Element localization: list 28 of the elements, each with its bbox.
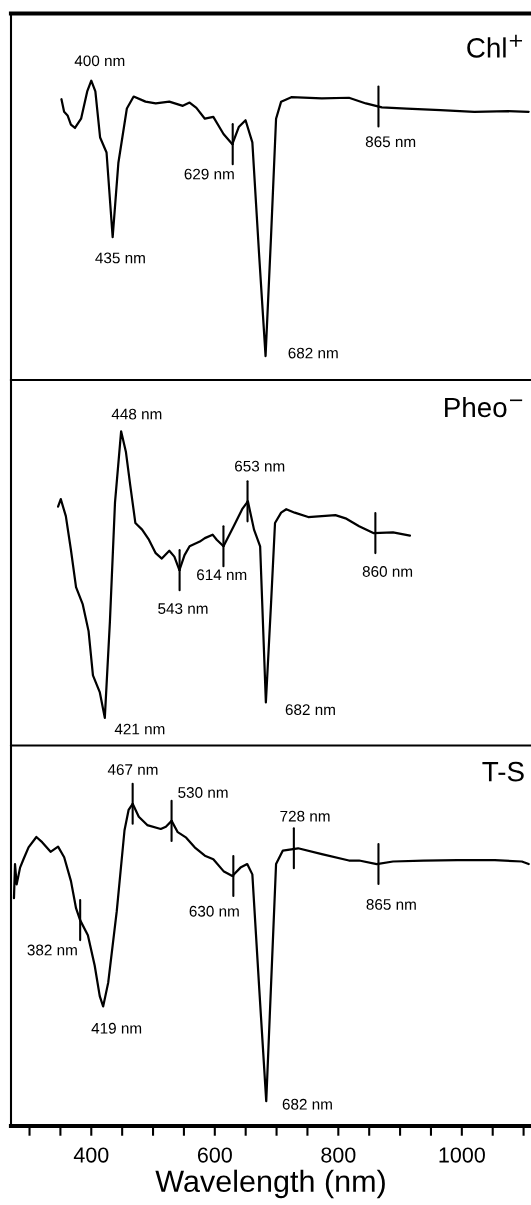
annotation: 467 nm: [107, 764, 158, 776]
annotation: 530 nm: [178, 787, 228, 798]
annotation: 614 nm: [197, 569, 247, 581]
annotation: 865 nm: [365, 136, 416, 148]
annotation: 629 nm: [184, 168, 234, 180]
annotation: 860 nm: [362, 566, 413, 577]
x-tick-label: 800: [321, 1147, 356, 1163]
annotation: 682 nm: [282, 1098, 332, 1110]
x-tick-label: 600: [197, 1147, 232, 1163]
annotation: 653 nm: [235, 460, 285, 472]
x-axis-title: Wavelength (nm): [155, 1169, 385, 1199]
annotation: 421 nm: [114, 723, 165, 735]
chart-title: Pheo$^{−}$: [445, 396, 523, 418]
annotation: 630 nm: [189, 905, 239, 917]
annotation: 543 nm: [158, 603, 208, 614]
annotation: 382 nm: [27, 944, 77, 956]
x-tick-label: 400: [73, 1147, 109, 1163]
annotation: 448 nm: [111, 408, 162, 420]
annotation: 419 nm: [91, 1022, 142, 1034]
chart-title: Chl$^{+}$: [467, 34, 523, 58]
annotation: 435 nm: [95, 252, 145, 264]
annotation: 682 nm: [288, 347, 338, 359]
annotation: 728 nm: [280, 810, 330, 822]
chart-title: T-S: [482, 761, 524, 782]
annotation: 682 nm: [285, 704, 335, 716]
x-tick-label: 1000: [439, 1147, 485, 1163]
annotation: 400 nm: [74, 55, 125, 67]
annotation: 865 nm: [366, 899, 416, 910]
